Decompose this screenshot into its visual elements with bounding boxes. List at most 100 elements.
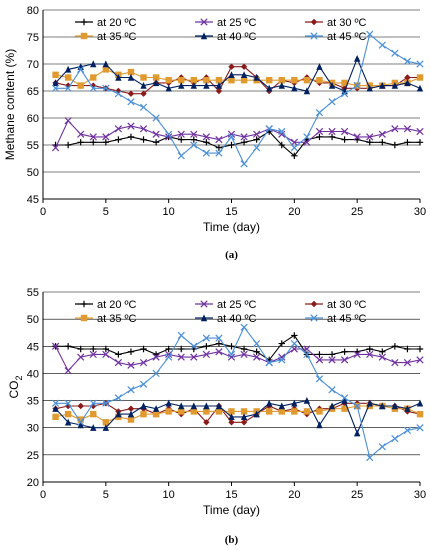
data-point xyxy=(140,90,147,97)
y-tick-label: 25 xyxy=(27,450,39,462)
data-point xyxy=(366,133,374,141)
co2-chart-panel: 20 25 30 35 40 45 50 55 0 5 10 15 20 25 30 Time (day) CO… xyxy=(7,287,426,546)
data-point xyxy=(140,410,147,418)
x-axis-label: Time (day) xyxy=(203,503,260,517)
data-point xyxy=(265,358,273,367)
data-point xyxy=(366,139,373,146)
data-point xyxy=(64,418,72,426)
data-point xyxy=(114,90,123,98)
legend-swatch-marker xyxy=(310,300,318,308)
data-point xyxy=(391,125,399,133)
data-point xyxy=(165,408,172,415)
data-point xyxy=(403,358,412,367)
y-axis-label: CO2 xyxy=(7,375,24,398)
data-point xyxy=(403,125,412,133)
data-point xyxy=(240,133,248,141)
data-point xyxy=(340,356,349,364)
data-point xyxy=(240,345,248,353)
data-point xyxy=(102,133,110,141)
data-point xyxy=(353,81,361,90)
series-6 xyxy=(51,30,424,168)
data-point xyxy=(328,356,336,364)
series-5 xyxy=(52,396,424,437)
legend-label: at 40 ºC xyxy=(217,313,257,325)
data-point xyxy=(291,152,298,159)
data-point xyxy=(416,84,424,92)
data-point xyxy=(90,60,97,68)
data-point xyxy=(127,98,135,106)
data-point xyxy=(90,345,97,353)
series-2 xyxy=(51,117,424,152)
data-point xyxy=(64,84,72,92)
data-point xyxy=(190,136,197,143)
data-point xyxy=(340,394,349,402)
data-point xyxy=(51,84,60,92)
data-point xyxy=(341,136,348,143)
data-point xyxy=(152,79,160,87)
data-point xyxy=(190,342,198,350)
data-point xyxy=(165,77,172,84)
data-point xyxy=(291,408,298,415)
data-point xyxy=(240,323,248,331)
data-point xyxy=(140,82,147,89)
y-tick-label: 50 xyxy=(27,167,39,179)
data-point xyxy=(278,77,285,84)
data-point xyxy=(140,74,147,81)
data-point xyxy=(51,399,60,407)
data-point xyxy=(64,410,72,418)
data-point xyxy=(265,125,273,133)
data-point xyxy=(102,60,110,68)
data-point xyxy=(404,79,411,87)
data-point xyxy=(102,419,110,426)
data-point xyxy=(379,348,386,355)
data-point xyxy=(341,79,348,87)
data-point xyxy=(416,139,424,146)
data-point xyxy=(202,334,210,342)
data-point xyxy=(152,369,160,378)
panel-caption: (b) xyxy=(225,534,239,546)
legend-label: at 40 ºC xyxy=(217,31,257,43)
data-point xyxy=(328,98,336,106)
data-point xyxy=(77,130,85,138)
data-point xyxy=(140,136,147,143)
data-point xyxy=(165,353,173,361)
y-tick-label: 60 xyxy=(27,113,39,125)
series-line xyxy=(55,326,421,459)
legend-label: at 20 ºC xyxy=(97,299,137,311)
data-point xyxy=(51,342,60,350)
data-point xyxy=(240,408,248,415)
data-point xyxy=(127,122,135,130)
data-point xyxy=(416,424,424,432)
y-tick-label: 35 xyxy=(27,396,39,408)
data-point xyxy=(303,77,311,84)
data-point xyxy=(215,87,223,95)
y-tick-label: 45 xyxy=(27,194,39,206)
data-point xyxy=(315,127,324,136)
data-point xyxy=(228,343,235,350)
data-point xyxy=(190,77,197,84)
data-point xyxy=(316,351,323,358)
data-point xyxy=(64,399,72,407)
data-point xyxy=(227,133,236,141)
data-point xyxy=(102,84,110,92)
data-point xyxy=(340,90,349,98)
data-point xyxy=(391,402,399,410)
x-tick-label: 10 xyxy=(163,489,175,501)
data-point xyxy=(90,74,97,81)
data-point xyxy=(340,127,349,136)
data-point xyxy=(316,63,323,70)
data-point xyxy=(328,82,336,89)
data-point xyxy=(178,402,185,410)
data-point xyxy=(328,386,336,394)
data-point xyxy=(228,77,235,84)
data-point xyxy=(127,133,135,141)
data-point xyxy=(253,130,261,138)
x-tick-label: 0 xyxy=(40,489,46,501)
data-point xyxy=(90,410,97,418)
legend-entry: at 40 ºC xyxy=(195,313,257,325)
data-point xyxy=(165,133,173,141)
x-tick-label: 30 xyxy=(414,206,426,218)
y-tick-label: 55 xyxy=(27,140,39,152)
data-point xyxy=(152,130,160,138)
y-tick-label: 40 xyxy=(27,368,39,380)
